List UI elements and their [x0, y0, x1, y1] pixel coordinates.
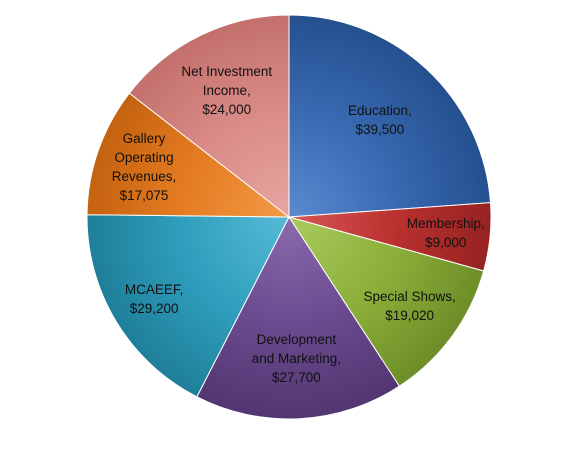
pie-slice-special-shows — [287, 216, 485, 387]
slice-label-line: $24,000 — [202, 102, 251, 117]
slice-label-line: $19,020 — [385, 308, 434, 323]
slice-label-line: Education, — [348, 103, 412, 118]
slice-label-line: $17,075 — [120, 188, 169, 203]
slice-label-line: Net Investment — [181, 64, 272, 79]
slice-label-gallery-operating-revenues: Gallery Operating Revenues, $17,075 — [112, 131, 177, 203]
slice-label-line: Development — [257, 332, 337, 347]
slice-label-line: $39,500 — [355, 122, 404, 137]
slice-label-net-investment-income: Net Investment Income, $24,000 — [181, 64, 272, 117]
pie-slice-mcaeef — [86, 214, 290, 398]
slice-label-special-shows: Special Shows, $19,020 — [363, 289, 455, 323]
slice-label-line: Gallery — [123, 131, 166, 146]
slice-label-line: Operating — [114, 150, 173, 165]
slice-label-development-and-marketing: Development and Marketing, $27,700 — [252, 332, 341, 385]
slice-label-line: $29,200 — [130, 301, 179, 316]
pie-slice-net-investment-income — [128, 14, 290, 219]
slice-label-mcaeef: MCAEEF, $29,200 — [125, 282, 184, 316]
pie-slice-gallery-operating-revenues — [86, 92, 291, 218]
slice-label-line: Special Shows, — [363, 289, 455, 304]
slice-label-line: Membership, — [407, 216, 485, 231]
slice-label-membership: Membership, $9,000 — [407, 216, 485, 250]
pie-slices — [86, 14, 492, 420]
slice-label-line: $27,700 — [272, 370, 321, 385]
slice-label-line: $9,000 — [425, 235, 466, 250]
slice-label-line: MCAEEF, — [125, 282, 184, 297]
slice-label-line: Income, — [203, 83, 251, 98]
pie-slice-development-and-marketing — [196, 216, 401, 420]
pie-slice-education — [288, 14, 492, 218]
slice-label-line: and Marketing, — [252, 351, 341, 366]
pie-labels: Education, $39,500 Membership, $9,000 Specia… — [112, 64, 485, 385]
slice-label-line: Revenues, — [112, 169, 177, 184]
slice-label-education: Education, $39,500 — [348, 103, 412, 137]
